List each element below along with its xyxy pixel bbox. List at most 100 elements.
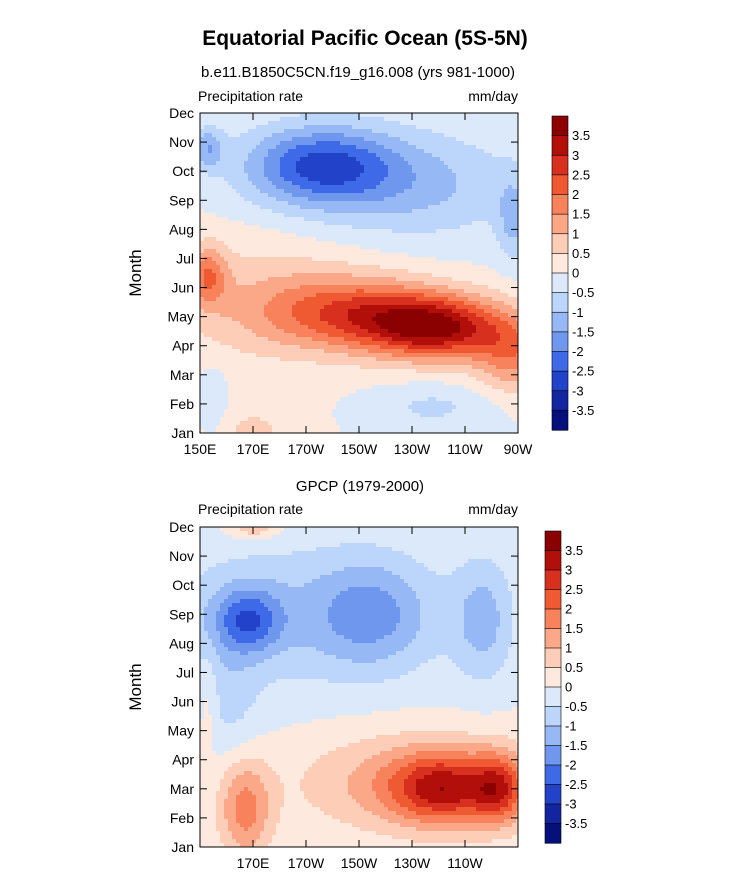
contour-cell [252, 133, 257, 138]
contour-cell [340, 317, 345, 322]
contour-cell [376, 329, 381, 334]
contour-cell [288, 185, 293, 190]
contour-cell [372, 277, 377, 282]
contour-cell [304, 369, 309, 374]
contour-cell [372, 185, 377, 190]
contour-cell [200, 413, 205, 418]
contour-cell [376, 257, 381, 262]
contour-cell [432, 261, 437, 266]
contour-cell [376, 405, 381, 410]
contour-cell [404, 297, 409, 302]
contour-cell [292, 353, 297, 358]
contour-cell [412, 229, 417, 234]
contour-cell [408, 369, 413, 374]
contour-cell [200, 377, 205, 382]
contour-cell [376, 281, 381, 286]
contour-cell [416, 169, 421, 174]
contour-cell [264, 357, 269, 362]
contour-cell [424, 189, 429, 194]
contour-cell [236, 153, 241, 158]
contour-cell [424, 337, 429, 342]
contour-cell [364, 353, 369, 358]
contour-cell [448, 177, 453, 182]
contour-cell [200, 357, 205, 362]
contour-cell [408, 185, 413, 190]
contour-cell [380, 221, 385, 226]
contour-cell [240, 357, 245, 362]
contour-cell [248, 333, 253, 338]
contour-cell [228, 393, 233, 398]
contour-cell [308, 233, 313, 238]
contour-cell [276, 281, 281, 286]
contour-cell [244, 129, 249, 134]
contour-cell [380, 345, 385, 350]
contour-cell [204, 201, 209, 206]
contour-cell [336, 161, 341, 166]
contour-cell [264, 117, 269, 122]
contour-cell [336, 341, 341, 346]
contour-cell [436, 409, 441, 414]
contour-cell [204, 241, 209, 246]
contour-cell [408, 297, 413, 302]
contour-cell [376, 377, 381, 382]
contour-cell [444, 209, 449, 214]
contour-cell [388, 145, 393, 150]
contour-cell [240, 289, 245, 294]
contour-cell [416, 121, 421, 126]
contour-cell [200, 141, 205, 146]
contour-cell [268, 201, 273, 206]
contour-cell [400, 321, 405, 326]
contour-cell [364, 133, 369, 138]
contour-cell [268, 345, 273, 350]
contour-cell [316, 301, 321, 306]
contour-cell [424, 325, 429, 330]
contour-cell [376, 141, 381, 146]
contour-cell [216, 137, 221, 142]
contour-cell [368, 297, 373, 302]
contour-cell [420, 409, 425, 414]
contour-cell [360, 413, 365, 418]
contour-cell [416, 401, 421, 406]
contour-cell [248, 241, 253, 246]
contour-cell [316, 245, 321, 250]
contour-cell [404, 165, 409, 170]
contour-cell [276, 361, 281, 366]
contour-cell [312, 253, 317, 258]
contour-cell [264, 193, 269, 198]
contour-cell [208, 321, 213, 326]
contour-cell [344, 241, 349, 246]
contour-cell [260, 377, 265, 382]
contour-cell [348, 325, 353, 330]
contour-cell [208, 157, 213, 162]
contour-cell [284, 377, 289, 382]
contour-cell [240, 337, 245, 342]
contour-cell [428, 217, 433, 222]
contour-cell [316, 429, 321, 434]
contour-cell [440, 281, 445, 286]
contour-cell [436, 401, 441, 406]
contour-cell [336, 345, 341, 350]
contour-cell [240, 197, 245, 202]
contour-cell [352, 137, 357, 142]
contour-cell [228, 325, 233, 330]
contour-cell [400, 185, 405, 190]
contour-cell [320, 309, 325, 314]
contour-cell [248, 201, 253, 206]
contour-cell [336, 309, 341, 314]
contour-cell [304, 121, 309, 126]
contour-cell [368, 285, 373, 290]
contour-cell [412, 225, 417, 230]
contour-cell [208, 337, 213, 342]
contour-cell [368, 353, 373, 358]
contour-cell [252, 341, 257, 346]
contour-cell [408, 393, 413, 398]
contour-cell [296, 209, 301, 214]
contour-cell [436, 201, 441, 206]
contour-cell [288, 301, 293, 306]
contour-cell [436, 353, 441, 358]
contour-cell [204, 225, 209, 230]
contour-cell [444, 349, 449, 354]
contour-cell [352, 169, 357, 174]
contour-cell [388, 233, 393, 238]
contour-cell [324, 149, 329, 154]
